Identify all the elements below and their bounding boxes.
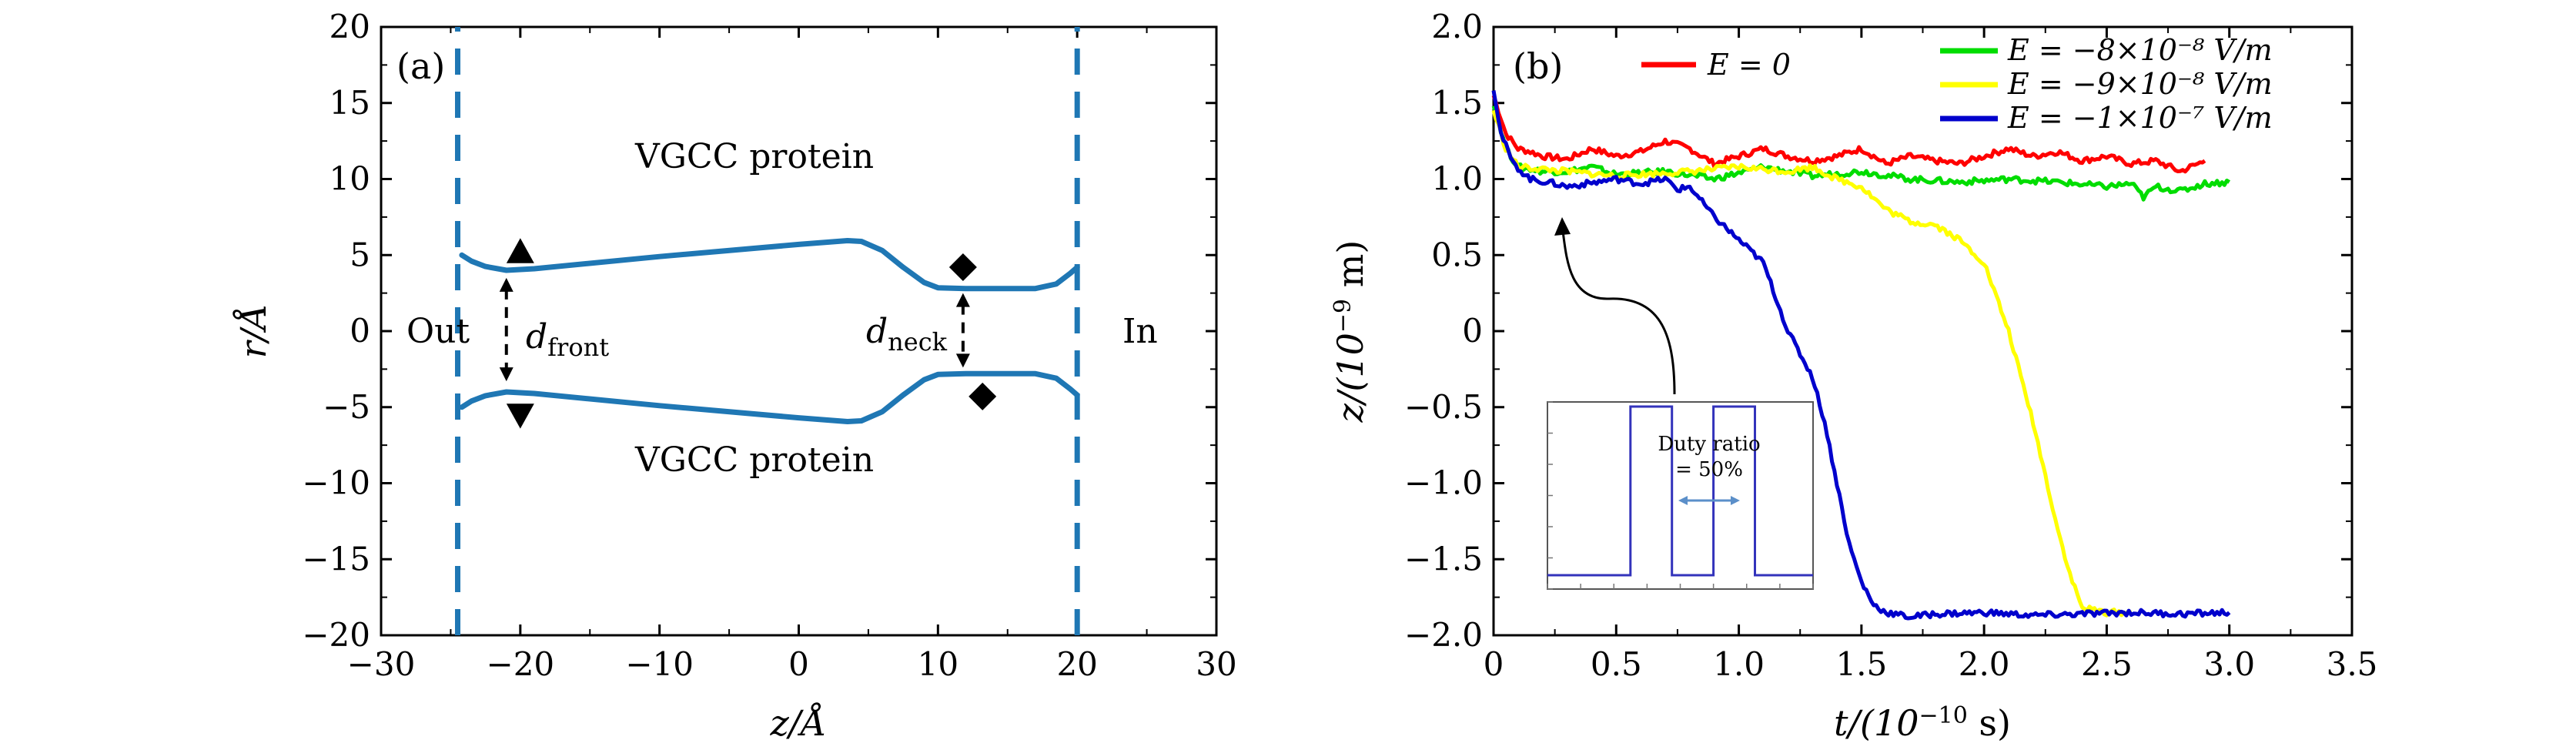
- panel-a-marker-diamond: [969, 382, 997, 410]
- d-neck-subscript: neck: [888, 327, 947, 357]
- panel-a-marker-triangle-down: [506, 403, 534, 429]
- panel-b-ylabel: z/(10−9 m): [1330, 240, 1371, 424]
- panel-a-label: (a): [396, 45, 445, 87]
- panel-b-xtick-label: 2.0: [1959, 645, 2010, 683]
- inset-ticks: [1547, 401, 1814, 590]
- panel-b-xtick-label: 1.0: [1713, 645, 1765, 683]
- panel-a-arrowhead-up: [955, 293, 970, 307]
- inset-frame: [1547, 401, 1814, 590]
- panel-b-ytick-label: 0.5: [1431, 236, 1483, 273]
- legend-item-e9: E = −9×10⁻⁸ V/m: [1940, 67, 2273, 101]
- panel-a-xtick-label: 10: [918, 645, 958, 683]
- panel-a-ytick-label: −15: [302, 540, 370, 578]
- legend-text-e0: E = 0: [1707, 48, 1791, 82]
- panel-a-ylabel: r/Å: [232, 304, 274, 359]
- panel-b-ticks: [1492, 25, 2354, 637]
- legend-text-e9: E = −9×10⁻⁸ V/m: [2007, 67, 2273, 101]
- panel-a-series: [455, 27, 1080, 635]
- panel-b-ylabel-unit: m): [1330, 240, 1371, 299]
- panel-b-ytick-label: −2.0: [1404, 616, 1483, 654]
- in-label: In: [1122, 312, 1158, 351]
- panel-a-marker-triangle-up: [506, 238, 534, 263]
- d-neck-symbol: d: [866, 312, 888, 351]
- inset-pointer-arrowhead: [1554, 217, 1571, 236]
- panel-b-ytick-label: −1.0: [1404, 464, 1483, 502]
- inset: Duty ratio = 50%: [1547, 401, 1814, 590]
- panel-a-upper-wall: [459, 238, 1080, 292]
- legend-item-e8: E = −8×10⁻⁸ V/m: [1940, 33, 2273, 67]
- legend-text-e7: E = −1×10⁻⁷ V/m: [2007, 101, 2273, 135]
- panel-a-xtick-label: 0: [788, 645, 809, 683]
- panel-b-xtick-label: 2.5: [2081, 645, 2133, 683]
- panel-b-ytick-label: −0.5: [1404, 388, 1483, 426]
- panel-a-xlabel: z/Å: [770, 701, 827, 744]
- legend-item-e0: E = 0: [1641, 48, 1791, 82]
- panel-b-tick-labels: 0 0.5 1.0 1.5 2.0 2.5 3.0 3.5 −2.0 −1.5 −1.0 −0.5 0 0…: [1404, 8, 2377, 683]
- d-front-symbol: d: [526, 317, 547, 357]
- d-front-label: dfront: [526, 317, 609, 362]
- panel-a-ytick-label: −10: [302, 464, 370, 502]
- panel-a-marker-diamond: [948, 253, 977, 282]
- panel-b-xtick-label: 1.5: [1835, 645, 1887, 683]
- panel-b-ytick-label: 2.0: [1431, 8, 1483, 45]
- legend: E = 0 E = −8×10⁻⁸ V/m E = −9×10⁻⁸ V/m E …: [1641, 33, 2273, 135]
- panel-a-xtick-label: −30: [347, 645, 416, 683]
- inset-duty-ratio-line1: Duty ratio: [1658, 433, 1760, 456]
- panel-b-ytick-label: 1.0: [1431, 160, 1483, 198]
- panel-a-xtick-label: −20: [487, 645, 555, 683]
- panel-b-xtick-label: 0: [1484, 645, 1504, 683]
- panel-a-arrowhead-down: [499, 367, 514, 382]
- panel-a-arrows: [499, 277, 970, 382]
- d-front-subscript: front: [547, 333, 609, 362]
- panel-b-series-1: [1491, 105, 2231, 202]
- panel-b-xlabel-sup: −10: [1919, 702, 1967, 729]
- panel-a-lower-wall: [459, 370, 1080, 424]
- panel-b-xlabel-unit: s): [1968, 702, 2011, 744]
- panel-a-ticks: [380, 25, 1218, 637]
- inset-duty-arrow-head-right: [1731, 496, 1740, 505]
- panel-b-xlabel: t/(10−10 s): [1834, 702, 2011, 744]
- panel-b: 0 0.5 1.0 1.5 2.0 2.5 3.0 3.5 −2.0 −1.5 −1.0 −0.5 0 0…: [1330, 8, 2377, 744]
- panel-a-ytick-label: 5: [350, 236, 370, 273]
- panel-a-arrowhead-up: [499, 277, 514, 292]
- panel-b-series-0: [1491, 95, 2206, 174]
- inset-square-wave: [1547, 405, 1813, 577]
- protein-label-bottom: VGCC protein: [634, 440, 874, 480]
- panel-a-ytick-label: 0: [350, 312, 370, 350]
- panel-a-arrowhead-down: [955, 353, 970, 368]
- panel-b-series: [1491, 90, 2231, 621]
- panel-a-ytick-label: 20: [330, 8, 370, 45]
- panel-b-xtick-label: 3.0: [2203, 645, 2255, 683]
- panel-b-xtick-label: 3.5: [2327, 645, 2378, 683]
- panel-a-ytick-label: −5: [323, 388, 370, 426]
- panel-b-label: (b): [1513, 45, 1563, 87]
- out-label: Out: [406, 312, 470, 351]
- panel-b-xlabel-main: t/(10: [1834, 702, 1919, 744]
- panel-b-ylabel-main: z/(10: [1330, 333, 1371, 423]
- protein-label-top: VGCC protein: [634, 137, 874, 176]
- panel-a-xtick-label: −10: [625, 645, 694, 683]
- inset-duty-arrow-head-left: [1678, 496, 1688, 505]
- panel-b-series-3: [1491, 90, 2231, 621]
- panel-b-xtick-label: 0.5: [1591, 645, 1642, 683]
- panel-b-ytick-label: 0: [1462, 312, 1483, 350]
- panel-a-ytick-label: 15: [330, 84, 370, 122]
- panel-a-ytick-label: 10: [330, 160, 370, 198]
- panel-a-xtick-label: 20: [1056, 645, 1097, 683]
- d-neck-label: dneck: [866, 312, 948, 357]
- panel-a-markers: [506, 238, 997, 429]
- legend-item-e7: E = −1×10⁻⁷ V/m: [1940, 101, 2273, 135]
- legend-text-e8: E = −8×10⁻⁸ V/m: [2007, 33, 2273, 67]
- panel-b-series-2: [1491, 109, 2132, 618]
- panel-b-ytick-label: −1.5: [1404, 540, 1483, 578]
- panel-a-ytick-label: −20: [302, 616, 370, 654]
- panel-a-xtick-label: 30: [1196, 645, 1236, 683]
- panel-b-ytick-label: 1.5: [1431, 84, 1483, 122]
- inset-duty-ratio-line2: = 50%: [1675, 458, 1743, 481]
- panel-b-ylabel-sup: −9: [1330, 299, 1357, 333]
- inset-pointer-arrow: [1561, 230, 1676, 395]
